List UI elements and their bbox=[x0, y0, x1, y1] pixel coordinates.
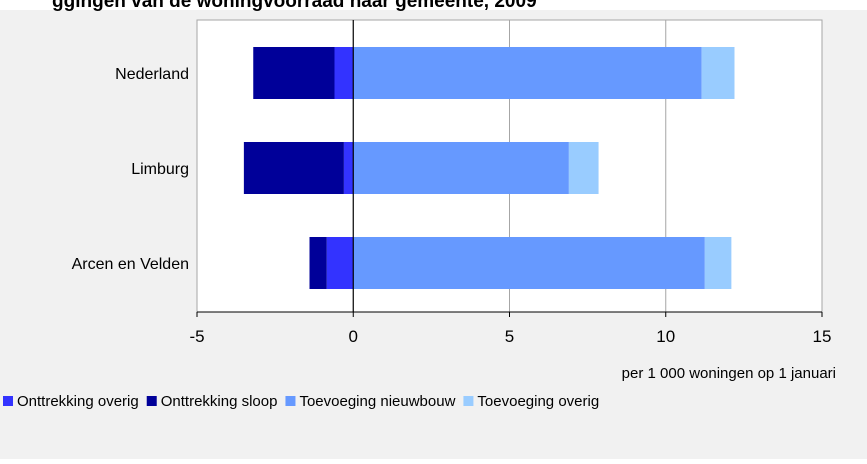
bars bbox=[243, 47, 735, 289]
legend-swatch bbox=[463, 396, 474, 406]
legend: Onttrekking overig Onttrekking sloop Toevo… bbox=[3, 393, 599, 410]
axis-labels: Nederland Limburg Arcen en Velden -5 0 5 10 15 p… bbox=[72, 66, 836, 382]
x-tick-label: -5 bbox=[189, 327, 204, 346]
category-label: Nederland bbox=[115, 66, 189, 83]
legend-label: Onttrekking overig bbox=[17, 393, 139, 410]
x-tick-label: 10 bbox=[656, 327, 675, 346]
bar-segment bbox=[704, 237, 732, 289]
bar-segment bbox=[309, 237, 327, 289]
legend-label: Onttrekking sloop bbox=[161, 393, 278, 410]
bar-segment bbox=[343, 142, 354, 194]
legend-label: Toevoeging overig bbox=[477, 393, 599, 410]
x-tick-label: 15 bbox=[813, 327, 832, 346]
legend-swatch bbox=[3, 396, 13, 406]
x-axis-title: per 1 000 woningen op 1 januari bbox=[622, 365, 836, 382]
x-tick-label: 0 bbox=[349, 327, 358, 346]
bar-segment bbox=[326, 237, 354, 289]
bar-segment bbox=[353, 237, 705, 289]
bar-segment bbox=[243, 142, 344, 194]
axes bbox=[196, 19, 823, 317]
x-tick-label: 5 bbox=[505, 327, 514, 346]
bar-segment bbox=[701, 47, 735, 99]
bar-segment bbox=[353, 47, 702, 99]
bar-segment bbox=[353, 142, 569, 194]
legend-swatch bbox=[285, 396, 296, 406]
category-label: Limburg bbox=[131, 161, 189, 178]
legend-swatch bbox=[146, 396, 157, 406]
bar-segment bbox=[334, 47, 354, 99]
bar-segment bbox=[568, 142, 599, 194]
legend-label: Toevoeging nieuwbouw bbox=[299, 393, 455, 410]
bar-segment bbox=[253, 47, 335, 99]
category-label: Arcen en Velden bbox=[72, 256, 189, 273]
chart-title: ggingen van de woningvoorraad naar gemee… bbox=[52, 0, 537, 12]
